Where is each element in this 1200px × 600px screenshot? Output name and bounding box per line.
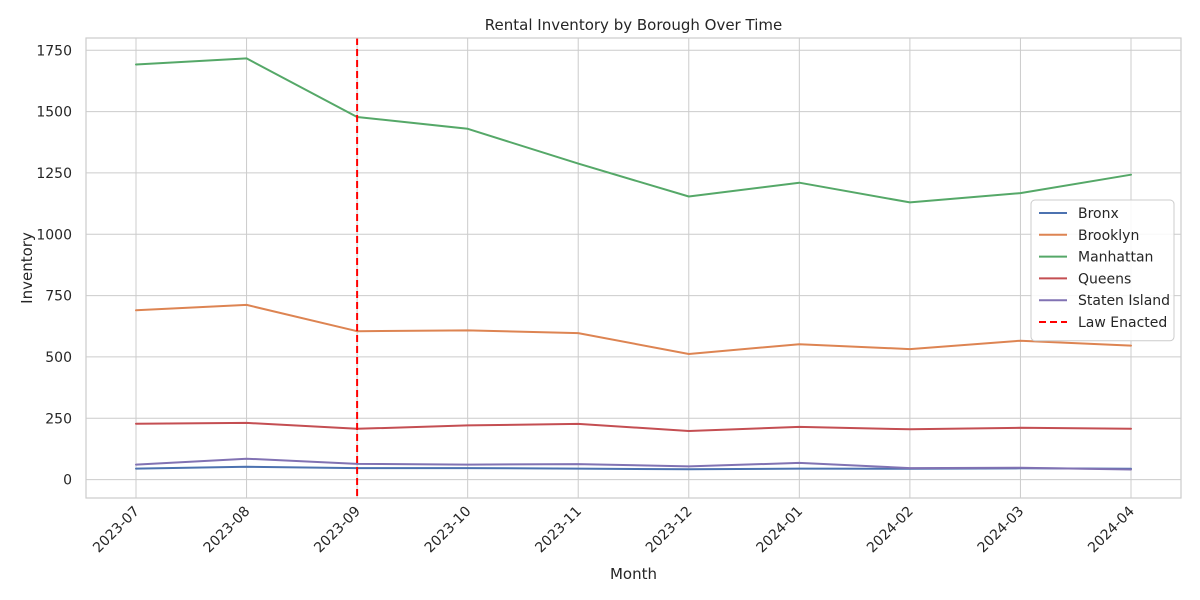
x-tick-label: 2023-11 — [532, 504, 585, 557]
series-line-brooklyn — [135, 303, 1132, 355]
series-line-queens — [135, 421, 1132, 432]
y-tick-label: 250 — [45, 411, 72, 427]
legend-label-queens: Queens — [1078, 271, 1131, 287]
y-tick-label: 0 — [63, 473, 72, 489]
legend-label-law-enacted: Law Enacted — [1078, 315, 1167, 331]
y-tick-label: 1250 — [36, 166, 72, 182]
legend-label-staten-island: Staten Island — [1078, 293, 1170, 309]
x-tick-labels: 2023-07 2023-08 2023-09 2023-10 2023-11 2023-… — [90, 503, 1138, 556]
plot-frame — [85, 37, 1182, 499]
y-tick-label: 1750 — [36, 43, 72, 59]
x-tick-label: 2024-04 — [1085, 503, 1138, 556]
legend-label-manhattan: Manhattan — [1078, 250, 1153, 266]
y-tick-label: 500 — [45, 350, 72, 366]
x-tick-label: 2023-12 — [643, 504, 696, 557]
series-lines — [135, 57, 1132, 471]
series-line-staten-island — [135, 457, 1132, 471]
chart-title: Rental Inventory by Borough Over Time — [485, 16, 782, 34]
x-tick-label: 2023-09 — [311, 504, 364, 557]
x-tick-label: 2024-01 — [753, 504, 806, 557]
legend-label-bronx: Bronx — [1078, 206, 1119, 222]
y-axis-label: Inventory — [18, 232, 36, 304]
grid — [86, 38, 1181, 498]
y-tick-labels: 0 250 500 750 1000 1250 1500 1750 — [36, 43, 72, 488]
y-tick-label: 1000 — [36, 227, 72, 243]
x-axis-label: Month — [610, 565, 657, 583]
x-tick-label: 2024-02 — [864, 504, 917, 557]
y-tick-label: 750 — [45, 289, 72, 305]
y-tick-label: 1500 — [36, 105, 72, 121]
series-line-manhattan — [135, 57, 1132, 204]
x-tick-label: 2024-03 — [975, 504, 1028, 557]
x-tick-label: 2023-10 — [422, 504, 475, 557]
x-tick-label: 2023-07 — [90, 504, 143, 557]
legend-label-brooklyn: Brooklyn — [1078, 228, 1139, 244]
legend: Bronx Brooklyn Manhattan Queens Staten Islan… — [1030, 199, 1175, 342]
x-tick-label: 2023-08 — [201, 504, 254, 557]
